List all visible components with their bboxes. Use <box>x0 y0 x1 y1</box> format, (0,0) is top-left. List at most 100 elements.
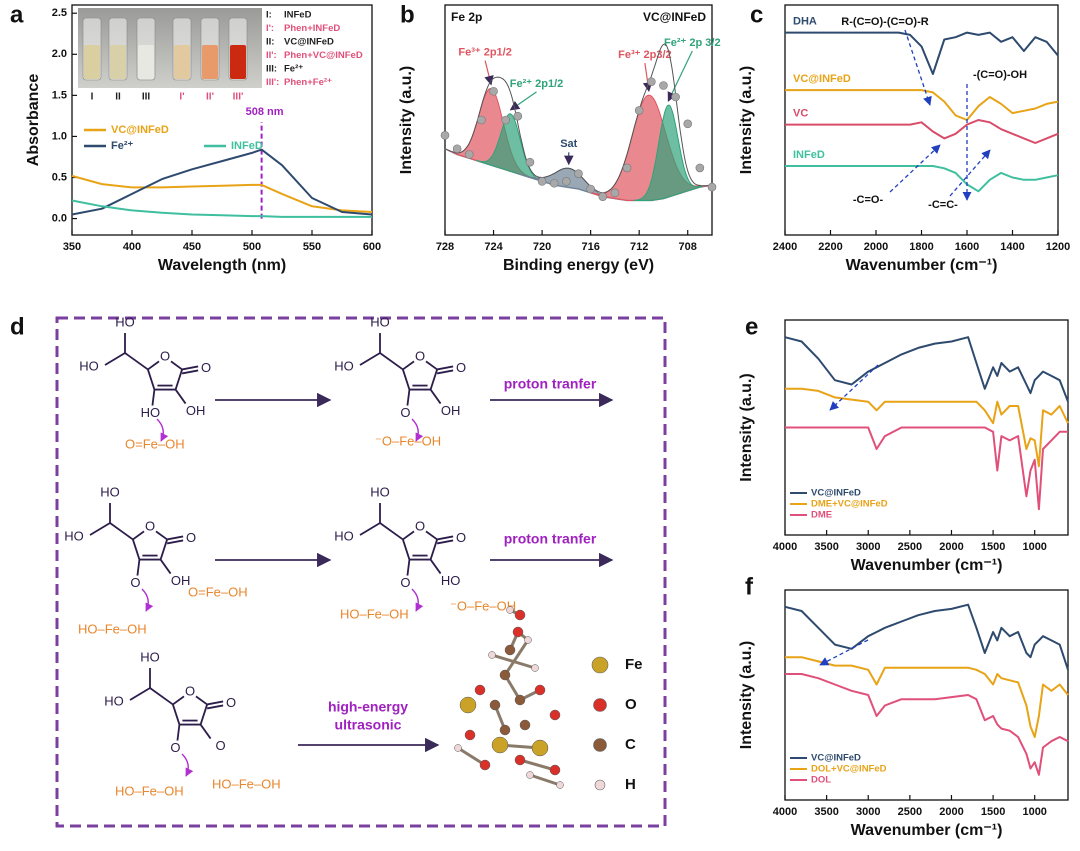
annotation-arrow <box>889 144 941 193</box>
vial-label: III <box>142 92 151 103</box>
cluster-atom <box>534 684 546 696</box>
x-tick-label: 3000 <box>856 541 880 553</box>
y-axis-label: Intensity (a.u.) <box>738 66 755 174</box>
cluster-atom <box>514 754 526 766</box>
x-tick-label: 3500 <box>814 806 838 818</box>
series-line <box>785 119 1059 144</box>
bond <box>159 559 172 575</box>
bond <box>132 530 145 541</box>
x-tick-label: 720 <box>533 241 551 253</box>
series-line <box>71 174 373 213</box>
x-tick-label: 500 <box>243 241 261 253</box>
atom-label: HO <box>334 528 354 543</box>
atom-label: O <box>400 405 410 420</box>
peak-label: Fe³⁺ 2p3/2 <box>618 49 672 61</box>
cluster-atom <box>479 759 491 771</box>
element-swatch <box>593 698 607 712</box>
inset-key-name: Fe²⁺ <box>284 64 303 75</box>
element-label: C <box>625 736 636 753</box>
bond <box>425 530 438 541</box>
bond <box>359 522 381 536</box>
bond <box>199 724 212 740</box>
annotation: -C=O- <box>853 194 884 206</box>
atom-label: HO <box>64 528 84 543</box>
series-label: DHA <box>793 16 817 28</box>
bond <box>181 369 199 375</box>
x-tick-label: 400 <box>123 241 141 253</box>
x-tick-label: 1500 <box>981 806 1005 818</box>
atom-label: HO <box>140 649 160 664</box>
data-point <box>647 77 656 86</box>
panel-letter: b <box>400 1 415 28</box>
cluster-atom <box>526 771 534 779</box>
legend-label: DOL+VC@INFeD <box>811 764 887 775</box>
bond <box>429 539 438 560</box>
series-line <box>784 336 1069 403</box>
cluster-atom <box>556 781 564 789</box>
iron-group: ⁻O–Fe–OH <box>450 598 516 613</box>
atom-label: O <box>170 740 180 755</box>
vial-liquid <box>230 45 246 79</box>
plot-frame <box>784 4 1059 236</box>
y-axis-label: Intensity (a.u.) <box>398 66 415 174</box>
cluster-atom <box>504 644 516 656</box>
y-tick-label: 2.5 <box>52 7 67 19</box>
x-tick-label: 2000 <box>939 806 963 818</box>
x-tick-label: 2200 <box>818 241 842 253</box>
x-tick-label: 350 <box>63 241 81 253</box>
x-axis-label: Wavenumber (cm⁻¹) <box>851 822 1003 839</box>
series-label: VC <box>793 108 808 120</box>
series-line <box>785 426 1068 511</box>
data-point <box>562 177 571 186</box>
x-tick-label: 4000 <box>773 541 797 553</box>
bond <box>136 559 141 576</box>
y-tick-label: 1.5 <box>52 89 67 101</box>
inset-key-id: I': <box>266 23 274 34</box>
x-tick-label: 4000 <box>773 806 797 818</box>
cluster-atom <box>489 699 501 711</box>
peak-pointer <box>642 62 653 93</box>
atom-label: OH <box>171 573 191 588</box>
data-point <box>574 169 583 178</box>
panel-letter: d <box>10 313 25 340</box>
inset-key-id: III: <box>266 64 277 75</box>
data-point <box>477 115 486 125</box>
data-point <box>440 131 450 140</box>
vial-label: III' <box>233 92 244 103</box>
annotation: -(C=O)-OH <box>973 69 1027 81</box>
cluster-atom <box>519 719 531 731</box>
atom-label: OH <box>186 403 206 418</box>
bond <box>172 695 185 706</box>
y-axis-label: Intensity (a.u.) <box>738 641 755 749</box>
x-tick-label: 550 <box>303 241 321 253</box>
bond <box>159 539 168 560</box>
cluster-atom <box>499 724 511 736</box>
vial-label: II <box>115 92 121 103</box>
element-label: Fe <box>625 656 643 673</box>
series-line <box>71 148 373 216</box>
inset-key-name: Phen+VC@INFeD <box>284 50 363 61</box>
atom-label: HO <box>441 573 461 588</box>
electron-arrow <box>411 588 424 612</box>
panel-letter: e <box>745 313 758 340</box>
y-tick-label: 2.0 <box>52 48 67 60</box>
iron-group: HO–Fe–OH <box>212 776 281 791</box>
electron-arrow <box>181 753 194 777</box>
atom-label: HO <box>100 484 120 499</box>
inset-key-id: I: <box>266 10 272 21</box>
x-tick-label: 716 <box>581 241 599 253</box>
vial-liquid <box>174 45 190 79</box>
cluster-atom <box>491 736 509 754</box>
bond <box>436 539 454 545</box>
arrow-label: proton tranfer <box>504 376 597 392</box>
cluster-atom <box>506 606 514 614</box>
bond <box>429 369 438 390</box>
iron-group: O=Fe–OH <box>125 436 185 451</box>
bond <box>89 522 111 536</box>
cluster-atom <box>454 744 462 752</box>
plot-frame <box>444 4 713 236</box>
peak-pointer <box>667 50 693 102</box>
x-tick-label: 2500 <box>898 541 922 553</box>
panel-letter: f <box>745 573 754 600</box>
